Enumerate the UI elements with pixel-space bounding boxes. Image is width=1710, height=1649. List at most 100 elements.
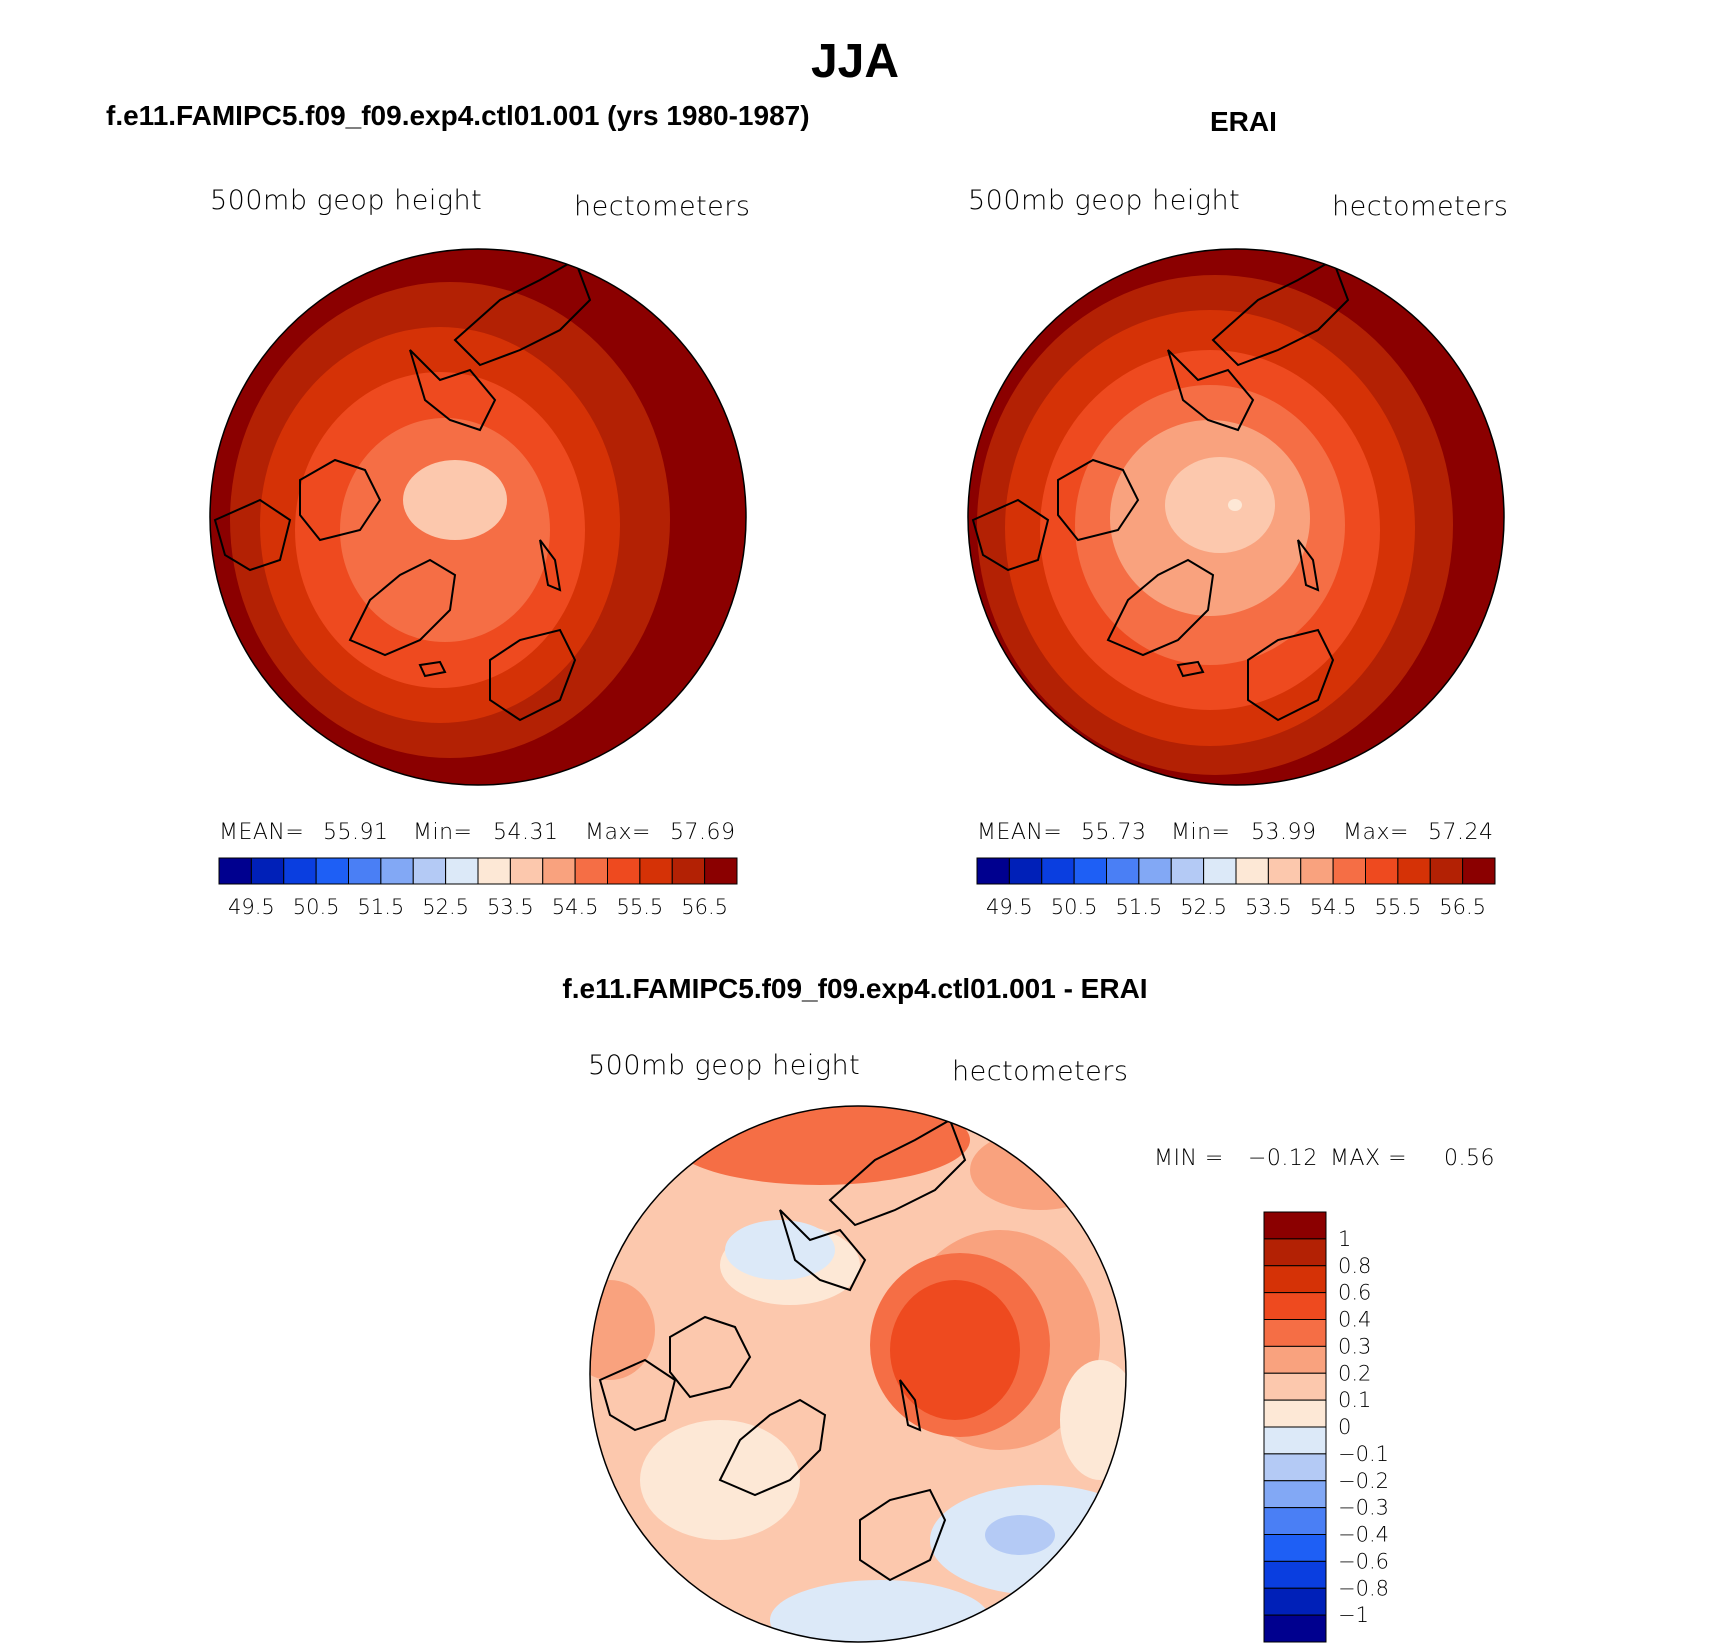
colorbar-tick-label: 54.5 [1310, 895, 1357, 919]
panel-erai-mean-label: MEAN= [977, 820, 1063, 845]
panel-erai-map [967, 248, 1505, 786]
panel-model-max-label: Max= [585, 820, 651, 845]
contour-fill-0 [1060, 1360, 1126, 1480]
colorbar-tick-label: 0.2 [1338, 1361, 1371, 1385]
contour-fill-53 [1228, 499, 1242, 511]
panel-model-mean-value: 55.91 [323, 820, 389, 845]
panel-model-title: f.e11.FAMIPC5.f09_f09.exp4.ctl01.001 (yr… [106, 100, 810, 131]
panel-model-colorbar: 49.5 50.5 51.5 52.5 53.5 54.5 55.5 56.5 [218, 857, 738, 919]
contour-fill-0.4 [890, 1280, 1020, 1420]
colorbar-swatch [1263, 1372, 1327, 1401]
panel-model-max-value: 57.69 [670, 820, 736, 845]
panel-difference-max-label: MAX = [1330, 1146, 1408, 1171]
panel-model-variable-label: 500mb geop height [210, 185, 483, 216]
colorbar-swatch [574, 857, 608, 885]
colorbar-swatch [445, 857, 479, 885]
colorbar-swatch [542, 857, 576, 885]
panel-erai-min-label: Min= [1171, 820, 1231, 845]
colorbar-swatch [283, 857, 317, 885]
colorbar-swatch [1203, 857, 1237, 885]
colorbar-swatch [1263, 1265, 1327, 1294]
colorbar-swatch [1073, 857, 1107, 885]
colorbar-swatch [1263, 1345, 1327, 1374]
colorbar-swatch [1429, 857, 1464, 885]
colorbar-tick-label: −0.3 [1338, 1496, 1389, 1520]
colorbar-tick-label: 53.5 [487, 895, 534, 919]
map-boundary [967, 248, 1505, 786]
colorbar-swatch [1300, 857, 1334, 885]
colorbar-swatch [1365, 857, 1399, 885]
colorbar-swatch [1263, 1480, 1327, 1509]
coastlines-model [213, 258, 592, 722]
colorbar-tick-label: 54.5 [552, 895, 599, 919]
colorbar-swatch [671, 857, 706, 885]
colorbar-tick-label: 50.5 [293, 895, 340, 919]
colorbar-swatch [315, 857, 349, 885]
panel-erai-mean-value: 55.73 [1081, 820, 1147, 845]
colorbar-swatch [976, 857, 1010, 885]
colorbar-swatch [1138, 857, 1172, 885]
colorbar-tick-label: −1 [1338, 1603, 1369, 1627]
panel-erai-units-label: hectometers [1332, 191, 1509, 222]
panel-model-min-label: Min= [413, 820, 473, 845]
coastlines-difference [598, 1118, 967, 1582]
colorbar-swatch [1263, 1614, 1327, 1643]
colorbar-tick-label: 1 [1338, 1227, 1351, 1251]
colorbar-tick-label: 0.8 [1338, 1254, 1371, 1278]
contour-fill-54 [403, 460, 507, 540]
colorbar-swatch [1263, 1453, 1327, 1482]
panel-difference-min-value: −0.12 [1248, 1146, 1318, 1171]
colorbar-swatch [639, 857, 673, 885]
colorbar-swatch [1263, 1426, 1327, 1455]
colorbar-tick-label: 55.5 [1374, 895, 1421, 919]
colorbar-tick-label: 51.5 [1115, 895, 1162, 919]
contour-fill-53.5 [1165, 457, 1275, 553]
colorbar-tick-label: 55.5 [616, 895, 663, 919]
colorbar-tick-label: 49.5 [986, 895, 1033, 919]
colorbar-swatch [477, 857, 511, 885]
colorbar-tick-label: 0.4 [1338, 1308, 1371, 1332]
colorbar-swatch [1008, 857, 1043, 885]
colorbar-swatch [1263, 1507, 1327, 1535]
colorbar-tick-label: 0.1 [1338, 1388, 1371, 1412]
coastlines-erai [971, 258, 1350, 722]
colorbar-swatch [1235, 857, 1269, 885]
map-boundary [589, 1105, 1127, 1643]
panel-model-mean-label: MEAN= [219, 820, 305, 845]
panel-model-map [209, 248, 747, 786]
colorbar-tick-label: −0.2 [1338, 1469, 1389, 1493]
panel-erai-min-value: 53.99 [1251, 820, 1317, 845]
colorbar-swatch [1397, 857, 1431, 885]
colorbar-swatch [1462, 857, 1496, 885]
colorbar-swatch [1263, 1587, 1327, 1616]
colorbar-tick-label: 56.5 [1439, 895, 1486, 919]
colorbar-tick-label: 53.5 [1245, 895, 1292, 919]
colorbar-swatch [1263, 1238, 1327, 1267]
colorbar-tick-label: 56.5 [681, 895, 728, 919]
figure-title: JJA [810, 35, 900, 88]
colorbar-swatch [1263, 1292, 1327, 1320]
colorbar-tick-label: 49.5 [228, 895, 275, 919]
colorbar-tick-label: 0.3 [1338, 1334, 1371, 1358]
colorbar-tick-label: −0.6 [1338, 1549, 1389, 1573]
colorbar-tick-label: 0.6 [1338, 1281, 1371, 1305]
colorbar-swatch [1263, 1399, 1327, 1428]
colorbar-swatch [1332, 857, 1366, 885]
colorbar-swatch [509, 857, 544, 885]
panel-difference-max-value: 0.56 [1444, 1146, 1495, 1171]
colorbar-swatch [1263, 1534, 1327, 1562]
panel-model-units-label: hectometers [574, 191, 751, 222]
colorbar-swatch [1041, 857, 1075, 885]
colorbar-tick-label: −0.8 [1338, 1576, 1389, 1600]
colorbar-swatch [1263, 1560, 1327, 1589]
contour-fill-0.2 [590, 1280, 655, 1380]
colorbar-swatch [607, 857, 641, 885]
colorbar-swatch [380, 857, 414, 885]
panel-difference-colorbar: 1 0.8 0.6 0.40.3 0.2 0.1 0 −0.1 −0.2 −0.3 −0.4−0.6… [1263, 1211, 1389, 1643]
colorbar-tick-label: 51.5 [357, 895, 404, 919]
panel-difference-map [589, 1105, 1127, 1643]
panel-model-min-value: 54.31 [493, 820, 559, 845]
colorbar-swatch [218, 857, 252, 885]
colorbar-tick-label: −0.1 [1338, 1442, 1389, 1466]
